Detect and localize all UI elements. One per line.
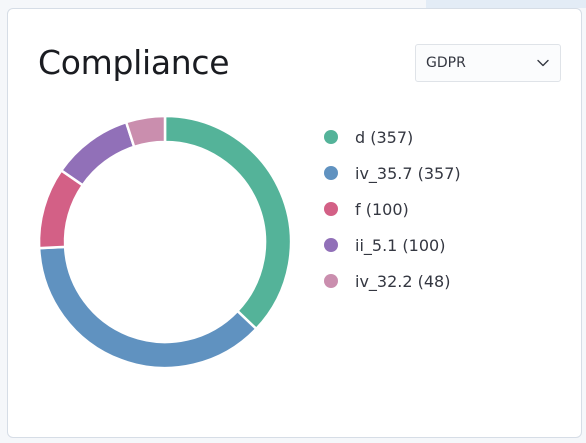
regulation-select[interactable]: GDPR bbox=[415, 44, 561, 82]
legend-swatch bbox=[324, 274, 338, 288]
donut-slice-d[interactable] bbox=[163, 114, 293, 331]
legend-swatch bbox=[324, 166, 338, 180]
donut-slice-iv_32.2[interactable] bbox=[124, 114, 167, 149]
chevron-down-icon bbox=[536, 56, 550, 70]
legend-item-d[interactable]: d (357) bbox=[324, 119, 461, 155]
legend-label: ii_5.1 (100) bbox=[355, 235, 446, 255]
compliance-panel: Compliance GDPR d (357) iv_35.7 (357) f (1… bbox=[7, 8, 582, 438]
chart-legend: d (357) iv_35.7 (357) f (100) ii_5.1 (100) i… bbox=[324, 119, 461, 299]
legend-label: d (357) bbox=[355, 127, 414, 147]
legend-label: iv_32.2 (48) bbox=[355, 271, 451, 291]
legend-item-iv_35.7[interactable]: iv_35.7 (357) bbox=[324, 155, 461, 191]
donut-chart bbox=[37, 114, 293, 370]
legend-swatch bbox=[324, 238, 338, 252]
legend-item-iv_32.2[interactable]: iv_32.2 (48) bbox=[324, 263, 461, 299]
legend-swatch bbox=[324, 202, 338, 216]
donut-slice-iv_35.7[interactable] bbox=[37, 245, 259, 370]
legend-label: f (100) bbox=[355, 199, 409, 219]
donut-slice-ii_5.1[interactable] bbox=[59, 120, 136, 187]
regulation-select-value: GDPR bbox=[426, 55, 466, 71]
panel-title: Compliance bbox=[38, 43, 230, 82]
legend-item-f[interactable]: f (100) bbox=[324, 191, 461, 227]
legend-swatch bbox=[324, 130, 338, 144]
top-strip bbox=[426, 0, 586, 8]
legend-label: iv_35.7 (357) bbox=[355, 163, 461, 183]
legend-item-ii_5.1[interactable]: ii_5.1 (100) bbox=[324, 227, 461, 263]
